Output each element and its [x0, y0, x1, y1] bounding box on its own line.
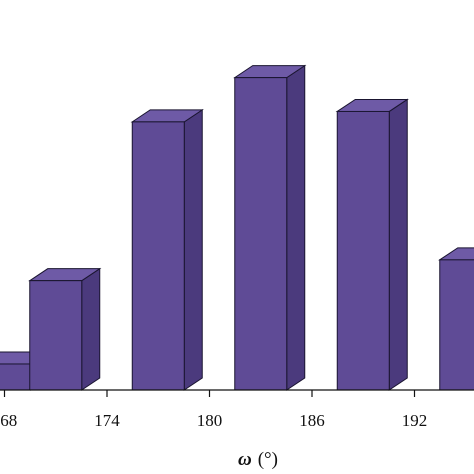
bar-side-face	[81, 267, 101, 391]
bar	[28, 267, 102, 391]
bar-side-face	[388, 98, 408, 391]
bar	[233, 64, 307, 391]
bar	[438, 247, 474, 391]
bar-top-face	[438, 247, 474, 261]
bar-front-face	[336, 110, 390, 391]
bar	[335, 98, 409, 391]
bar	[130, 108, 204, 391]
x-tick-label: 186	[299, 411, 325, 430]
x-tick-label: 168	[0, 411, 17, 430]
bar-front-face	[439, 259, 474, 391]
bar-side-face	[286, 64, 306, 391]
bar-front-face	[0, 363, 31, 391]
bar-series	[0, 64, 474, 391]
bar-front-face	[234, 77, 288, 391]
x-tick-label: 180	[197, 411, 223, 430]
bar-side-face	[183, 108, 203, 391]
bar-front-face	[131, 121, 185, 391]
x-tick-group: 168 174 180 186 192	[0, 390, 427, 430]
x-axis-title: ω (°)	[238, 449, 278, 470]
x-tick-label: 192	[402, 411, 428, 430]
bar-front-face	[29, 280, 83, 391]
x-tick-label: 174	[94, 411, 120, 430]
